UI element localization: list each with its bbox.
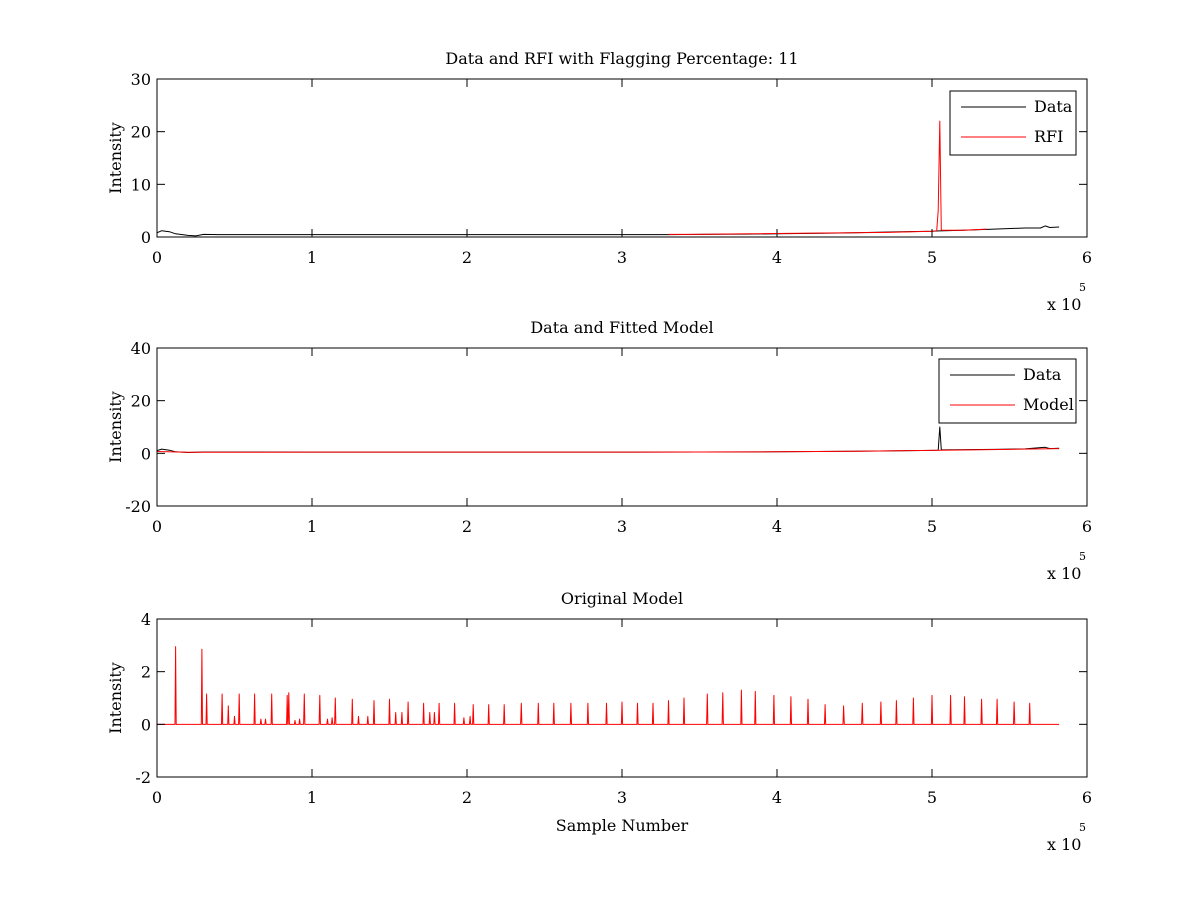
- subplot-1: 0 1 2 3 4 5 6 0 10 20 30 Data and RFI with Flagging…: [106, 49, 1092, 314]
- x-multiplier-label: x 10: [1047, 564, 1081, 583]
- x-tick-label: 3: [617, 248, 627, 267]
- subplot-title: Data and RFI with Flagging Percentage: 1…: [445, 49, 798, 68]
- x-tick-label: 6: [1082, 788, 1092, 807]
- x-tick-label: 0: [152, 517, 162, 536]
- x-tick-label: 4: [772, 788, 782, 807]
- x-tick-label: 5: [927, 248, 937, 267]
- x-tick-label: 4: [772, 517, 782, 536]
- y-axis-label: Intensity: [106, 391, 125, 463]
- legend: Data RFI: [949, 90, 1077, 156]
- y-tick-label: 0: [141, 228, 151, 247]
- series-line-rfi: [668, 120, 987, 235]
- x-tick-label: 2: [462, 788, 472, 807]
- x-tick-label: 3: [617, 517, 627, 536]
- x-multiplier-label: x 10: [1047, 295, 1081, 314]
- legend: Data Model: [938, 358, 1077, 424]
- y-tick-label: 0: [141, 444, 151, 463]
- x-multiplier-label: x 10: [1047, 835, 1081, 854]
- axes-frame: [156, 618, 1088, 778]
- series-line-data: [157, 225, 1060, 237]
- y-tick-label: 2: [141, 663, 151, 682]
- y-tick-label: 20: [131, 392, 151, 411]
- y-tick-label: 20: [131, 123, 151, 142]
- x-tick-label: 0: [152, 248, 162, 267]
- x-tick-label: 2: [462, 517, 472, 536]
- y-tick-label: 30: [131, 70, 151, 89]
- x-multiplier-exponent: 5: [1079, 550, 1086, 563]
- y-tick-label: 10: [131, 175, 151, 194]
- x-tick-label: 2: [462, 248, 472, 267]
- x-multiplier-exponent: 5: [1079, 821, 1086, 834]
- legend-box: [949, 90, 1077, 156]
- x-tick-label: 0: [152, 788, 162, 807]
- plot-area: [157, 646, 1060, 725]
- axes-frame: [156, 78, 1088, 238]
- x-tick-label: 6: [1082, 517, 1092, 536]
- x-tick-label: 5: [927, 517, 937, 536]
- y-tick-label: 40: [131, 339, 151, 358]
- x-tick-label: 1: [307, 788, 317, 807]
- x-multiplier-exponent: 5: [1079, 281, 1086, 294]
- x-tick-label: 4: [772, 248, 782, 267]
- legend-label: Data: [1023, 365, 1062, 384]
- y-axis-label: Intensity: [106, 122, 125, 194]
- x-tick-label: 1: [307, 517, 317, 536]
- y-tick-label: -2: [135, 768, 151, 787]
- series-line-data: [157, 426, 1060, 453]
- plot-area: [157, 426, 1060, 453]
- y-axis-label: Intensity: [106, 662, 125, 734]
- series-line-model: [157, 646, 1060, 725]
- x-tick-label: 3: [617, 788, 627, 807]
- legend-box: [938, 358, 1077, 424]
- y-tick-label: 0: [141, 715, 151, 734]
- legend-label: RFI: [1034, 127, 1063, 146]
- legend-label: Model: [1023, 395, 1074, 414]
- x-tick-label: 6: [1082, 248, 1092, 267]
- y-tick-label: 4: [141, 610, 151, 629]
- plot-area: [157, 120, 1060, 237]
- x-axis-label: Sample Number: [556, 816, 689, 835]
- legend-label: Data: [1034, 97, 1073, 116]
- y-tick-label: -20: [125, 497, 151, 516]
- subplot-title: Original Model: [561, 589, 683, 608]
- series-line-model: [157, 448, 1060, 453]
- x-tick-label: 5: [927, 788, 937, 807]
- x-tick-label: 1: [307, 248, 317, 267]
- subplot-title: Data and Fitted Model: [530, 318, 713, 337]
